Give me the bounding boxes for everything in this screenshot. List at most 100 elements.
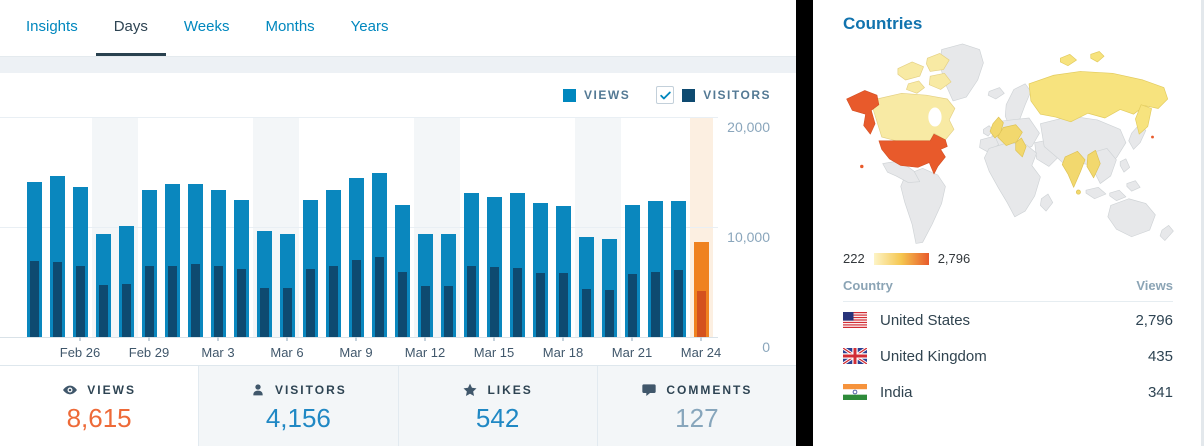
chart-bar-mar-14[interactable] — [463, 192, 479, 337]
visitors-inner-bar — [75, 265, 85, 337]
chart-bar-mar-15[interactable] — [486, 196, 502, 337]
summary-tile-likes[interactable]: LIKES 542 — [397, 366, 597, 446]
tab-years[interactable]: Years — [350, 18, 389, 35]
gridline — [0, 117, 718, 118]
chart-legend: VIEWS VISITORS — [563, 73, 771, 117]
chart-bar-mar-7[interactable] — [302, 199, 318, 337]
chart-bar-mar-21[interactable] — [624, 205, 640, 337]
chart-bar-mar-6[interactable] — [279, 233, 295, 337]
y-axis-label: 20,000 — [727, 119, 770, 135]
x-axis-label: Mar 6 — [270, 345, 304, 360]
visitors-inner-bar — [696, 291, 706, 337]
chart-bar-mar-22[interactable] — [647, 200, 663, 337]
chart-bar-mar-4[interactable] — [233, 199, 249, 337]
chart-bar-mar-16[interactable] — [509, 192, 525, 337]
checkmark-icon — [659, 91, 671, 99]
summary-tile-visitors[interactable]: VISITORS 4,156 — [198, 366, 398, 446]
chart-card: VIEWS VISITORS 20,000 10,000 0 Feb 26 Feb 29… — [0, 73, 796, 365]
map-new-zealand — [1159, 225, 1174, 241]
visitors-swatch-icon — [682, 88, 696, 102]
chart-bar-feb-26[interactable] — [72, 187, 88, 337]
tab-insights[interactable]: Insights — [26, 18, 78, 35]
map-india — [1061, 150, 1086, 188]
map-legend-max: 2,796 — [937, 251, 971, 266]
x-axis-label: Feb 26 — [59, 345, 101, 360]
stats-panel: Insights Days Weeks Months Years VIEWS VISIT… — [0, 0, 796, 446]
visitors-inner-bar — [374, 256, 384, 337]
visitors-inner-bar — [673, 269, 683, 337]
tab-weeks[interactable]: Weeks — [183, 18, 230, 35]
eye-icon — [62, 382, 78, 398]
x-axis-tick — [424, 337, 426, 341]
panel-gap — [0, 57, 796, 73]
chart-bar-mar-10[interactable] — [371, 173, 387, 337]
chart-bar-feb-25[interactable] — [49, 176, 65, 337]
chart-bar-mar-1[interactable] — [164, 184, 180, 337]
tab-days[interactable]: Days — [95, 0, 166, 56]
x-axis-tick — [493, 337, 495, 341]
chart-bar-mar-12[interactable] — [417, 233, 433, 337]
x-axis-tick — [286, 337, 288, 341]
chart-bar-mar-5[interactable] — [256, 231, 272, 337]
visitors-inner-bar — [535, 273, 545, 337]
visitors-inner-bar — [581, 288, 591, 337]
chart-bar-mar-3[interactable] — [210, 189, 226, 337]
chart-bar-mar-19[interactable] — [578, 236, 594, 337]
countries-panel: Countries — [813, 0, 1204, 446]
visitors-inner-bar — [351, 260, 361, 337]
legend-visitors: VISITORS — [656, 86, 771, 104]
map-arctic-island-2 — [1090, 51, 1105, 63]
visitors-inner-bar — [420, 286, 430, 337]
map-south-america — [900, 168, 946, 244]
summary-label: VISITORS — [274, 382, 347, 397]
chart-bar-feb-27[interactable] — [95, 233, 111, 337]
chart-bar-mar-18[interactable] — [555, 205, 571, 337]
visitors-inner-bar — [627, 274, 637, 337]
visitors-inner-bar — [397, 272, 407, 337]
country-row: United States 2,796 — [843, 302, 1173, 338]
country-views: 341 — [1147, 383, 1173, 401]
visitors-inner-bar — [213, 265, 223, 337]
y-axis-label: 10,000 — [727, 229, 770, 245]
visitors-inner-bar — [282, 287, 292, 337]
chart-bar-mar-23[interactable] — [670, 200, 686, 337]
countries-table: Country Views United States 2,796 United K… — [843, 278, 1173, 410]
summary-value: 4,156 — [265, 402, 331, 433]
x-axis-label: Feb 29 — [128, 345, 170, 360]
summary-label: VIEWS — [87, 382, 136, 397]
chart-bar-mar-20[interactable] — [601, 239, 617, 337]
visitors-inner-bar — [259, 287, 269, 337]
visitors-inner-bar — [121, 284, 131, 337]
map-myanmar-thailand — [1086, 149, 1101, 179]
chart-bar-mar-2[interactable] — [187, 184, 203, 337]
map-sri-lanka — [1075, 189, 1081, 195]
visitors-inner-bar — [52, 262, 62, 337]
tab-months[interactable]: Months — [265, 18, 315, 35]
summary-tile-comments[interactable]: COMMENTS 127 — [596, 366, 796, 446]
visitors-inner-bar — [466, 265, 476, 337]
visitors-inner-bar — [190, 264, 200, 337]
chart-bar-mar-17[interactable] — [532, 203, 548, 337]
chart-bar-feb-29[interactable] — [141, 189, 157, 337]
map-iceland — [987, 87, 1005, 100]
chart-bar-mar-24[interactable] — [693, 242, 709, 337]
visitors-inner-bar — [305, 268, 315, 337]
chart-bar-feb-28[interactable] — [118, 225, 134, 337]
x-axis-tick — [562, 337, 564, 341]
countries-table-header: Country Views — [843, 278, 1173, 302]
visitors-inner-bar — [167, 265, 177, 337]
chart-bar-mar-13[interactable] — [440, 233, 456, 337]
views-swatch-icon — [563, 88, 577, 102]
x-axis-tick — [355, 337, 357, 341]
map-united-states — [878, 133, 948, 175]
legend-views: VIEWS — [563, 88, 630, 102]
chart-bar-mar-9[interactable] — [348, 177, 364, 337]
visitors-checkbox[interactable] — [656, 86, 675, 104]
chart-bar-feb-24[interactable] — [26, 181, 42, 337]
visitors-inner-bar — [489, 266, 499, 337]
summary-tile-views[interactable]: VIEWS 8,615 — [0, 366, 199, 446]
map-canada — [872, 92, 956, 142]
chart-bar-mar-11[interactable] — [394, 205, 410, 337]
chart-bar-mar-8[interactable] — [325, 189, 341, 337]
